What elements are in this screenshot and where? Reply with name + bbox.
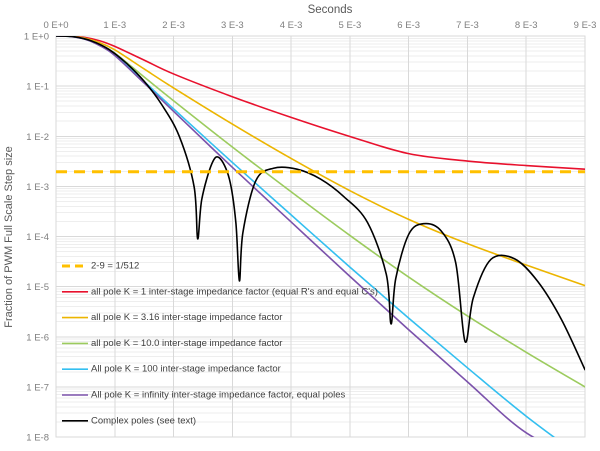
y-tick-label: 1 E-6 [26, 332, 49, 343]
legend-label-0: 2-9 = 1/512 [91, 261, 139, 272]
x-tick-label: 6 E-3 [397, 20, 420, 31]
y-tick-label: 1 E-3 [26, 182, 49, 193]
y-tick-label: 1 E-2 [26, 132, 49, 143]
y-tick-label: 1 E-1 [26, 82, 49, 93]
x-tick-label: 0 E+0 [43, 20, 68, 31]
axis-layer: 0 E+0 1 E-3 2 E-3 3 E-3 4 E-3 5 E-3 6 E-3 7 E-3… [24, 20, 596, 444]
legend-label-3: all pole K = 10.0 inter-stage impedance … [91, 338, 282, 349]
x-tick-label: 1 E-3 [103, 20, 126, 31]
grid-layer [55, 35, 586, 438]
y-tick-label: 1 E-7 [26, 382, 49, 393]
x-tick-label: 4 E-3 [280, 20, 303, 31]
chart-legend: 2-9 = 1/512 all pole K = 1 inter-stage im… [62, 261, 378, 426]
y-tick-label: 1 E-8 [26, 433, 49, 444]
legend-label-2: all pole K = 3.16 inter-stage impedance … [91, 312, 282, 323]
y-tick-label: 1 E+0 [24, 32, 49, 43]
y-tick-label: 1 E-4 [26, 232, 49, 243]
x-tick-label: 7 E-3 [456, 20, 479, 31]
legend-label-4: All pole K = 100 inter-stage impedance f… [91, 364, 281, 375]
chart-title: Seconds [308, 4, 353, 16]
series-layer [56, 36, 585, 437]
x-tick-label: 8 E-3 [515, 20, 538, 31]
legend-label-5: All pole K = infinity inter-stage impeda… [91, 390, 346, 401]
y-axis-title: Fraction of PWM Full Scale Step size [3, 146, 15, 328]
series-line-5 [56, 36, 585, 371]
x-tick-label: 9 E-3 [574, 20, 597, 31]
legend-label-1: all pole K = 1 inter-stage impedance fac… [91, 286, 378, 297]
x-tick-label: 3 E-3 [221, 20, 244, 31]
x-tick-label: 2 E-3 [162, 20, 185, 31]
x-tick-label: 5 E-3 [339, 20, 362, 31]
legend-label-6: Complex poles (see text) [91, 415, 196, 426]
y-tick-label: 1 E-5 [26, 282, 49, 293]
